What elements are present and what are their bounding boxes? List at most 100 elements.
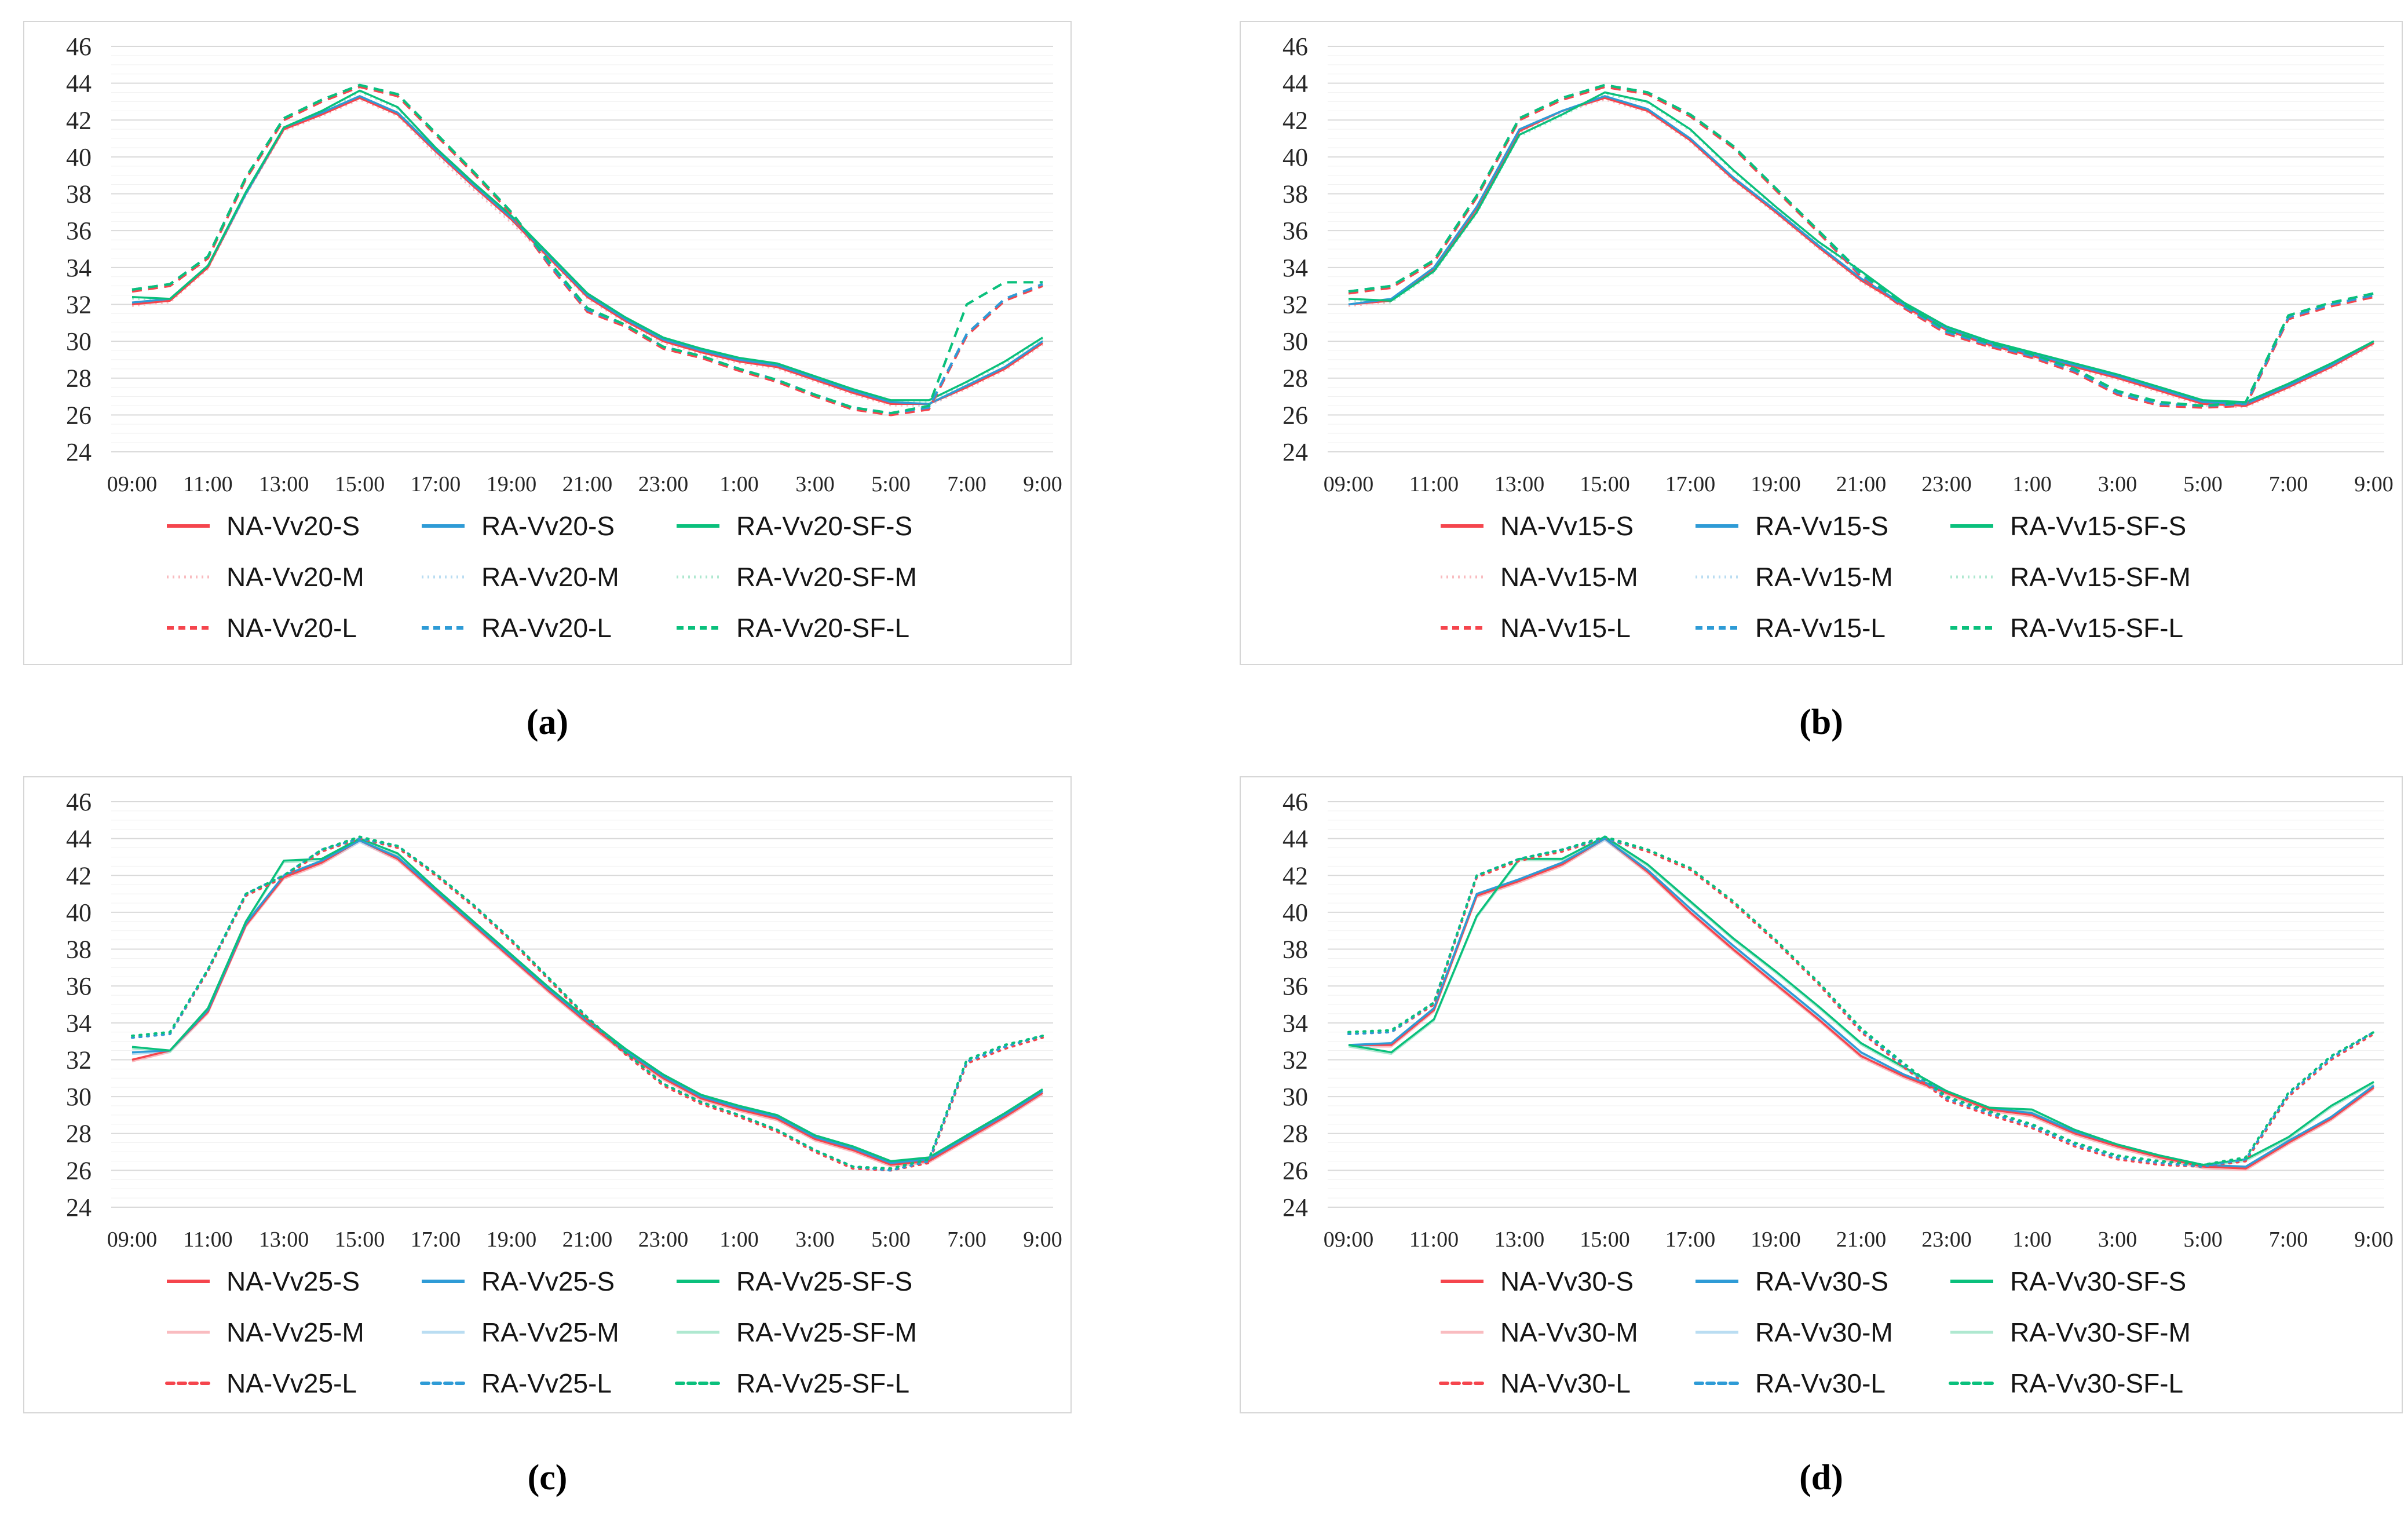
series-line-NA-Vv25-M xyxy=(131,841,1043,1168)
legend-item: NA-Vv30-L xyxy=(1439,1360,1694,1406)
legend-label: NA-Vv20-M xyxy=(226,562,364,592)
series-line-RA-Vv25-SF-M xyxy=(131,839,1043,1164)
legend-item: NA-Vv25-M xyxy=(165,1309,420,1355)
y-axis-tick-label: 30 xyxy=(1282,327,1308,356)
x-axis-tick-label: 1:00 xyxy=(2012,472,2052,496)
legend-item: RA-Vv15-M xyxy=(1694,554,1949,600)
legend-item: RA-Vv25-S xyxy=(420,1258,675,1305)
x-axis-tick-label: 5:00 xyxy=(2183,472,2223,496)
x-axis-tick-label: 21:00 xyxy=(1836,472,1887,496)
legend-item: RA-Vv20-SF-S xyxy=(675,503,930,549)
x-axis-tick-label: 23:00 xyxy=(1921,1227,1972,1252)
legend-label: RA-Vv20-S xyxy=(481,511,615,541)
legend-label: RA-Vv30-SF-M xyxy=(2010,1317,2191,1347)
y-axis-tick-label: 34 xyxy=(66,1009,92,1037)
legend-label: NA-Vv15-L xyxy=(1500,613,1631,643)
x-axis-tick-label: 19:00 xyxy=(487,1227,537,1252)
legend-label: RA-Vv30-S xyxy=(1755,1266,1889,1296)
legend-swatch-m-line xyxy=(1696,1331,1738,1334)
y-axis-tick-label: 46 xyxy=(66,32,92,61)
x-axis-tick-label: 9:00 xyxy=(1023,472,1062,496)
y-axis-tick-label: 26 xyxy=(1282,401,1308,429)
legend-label: RA-Vv25-SF-S xyxy=(736,1266,913,1296)
legend-swatch-l-line xyxy=(675,1382,721,1385)
y-axis-tick-label: 30 xyxy=(66,1083,92,1111)
series-line-RA-Vv15-SF-S xyxy=(1348,91,2374,403)
legend-label: NA-Vv30-M xyxy=(1500,1317,1638,1347)
legend-swatch-s-line xyxy=(1950,1280,1993,1283)
legend-swatch-m-line xyxy=(677,1331,719,1334)
x-axis-tick-label: 1:00 xyxy=(719,1227,759,1252)
y-axis-tick-label: 28 xyxy=(1282,1120,1308,1148)
legend-label: RA-Vv30-SF-L xyxy=(2010,1368,2184,1398)
series-line-NA-Vv25-S xyxy=(131,839,1043,1166)
chart-a-plot-area: 46 44 42 40 38 36 34 32 30 28 26 24 09:00 11:00 13:00 1… xyxy=(66,32,1062,496)
x-axis-tick-label: 15:00 xyxy=(1580,472,1630,496)
legend-swatch-m-line xyxy=(422,575,465,579)
y-axis-tick-label: 44 xyxy=(1282,825,1308,853)
legend-item: RA-Vv15-SF-M xyxy=(1949,554,2204,600)
x-axis-tick-label: 3:00 xyxy=(2098,1227,2137,1252)
caption-c: (c) xyxy=(527,1458,568,1497)
series-line-RA-Vv15-L xyxy=(1348,83,2374,407)
x-axis-tick-label: 09:00 xyxy=(107,472,158,496)
legend-label: RA-Vv20-SF-S xyxy=(736,511,913,541)
x-axis-tick-label: 21:00 xyxy=(562,472,613,496)
x-axis-tick-label: 3:00 xyxy=(795,1227,835,1252)
x-axis-tick-label: 15:00 xyxy=(335,472,385,496)
legend-label: RA-Vv25-SF-M xyxy=(736,1317,917,1347)
legend-label: RA-Vv30-L xyxy=(1755,1368,1886,1398)
y-axis-tick-label: 38 xyxy=(66,936,92,964)
series-line-NA-Vv15-M xyxy=(1348,99,2374,408)
chart-panel-a: 46 44 42 40 38 36 34 32 30 28 26 24 09:00 11:00 13:00 1… xyxy=(23,21,1072,665)
x-axis-tick-label: 11:00 xyxy=(183,472,232,496)
legend-item: NA-Vv15-S xyxy=(1439,503,1694,549)
y-axis-tick-label: 24 xyxy=(1282,438,1308,466)
series-line-NA-Vv20-L xyxy=(131,85,1043,416)
series-line-NA-Vv30-M xyxy=(1349,839,2374,1171)
legend-label: NA-Vv25-M xyxy=(226,1317,364,1347)
x-axis-tick-label: 11:00 xyxy=(183,1227,232,1252)
legend-label: RA-Vv20-SF-M xyxy=(736,562,917,592)
x-axis-tick-label: 17:00 xyxy=(411,472,461,496)
x-axis-tick-label: 5:00 xyxy=(871,472,911,496)
legend-label: RA-Vv15-SF-S xyxy=(2010,511,2187,541)
legend-item: NA-Vv20-L xyxy=(165,605,420,651)
legend-swatch-l-line xyxy=(422,626,465,630)
x-axis-tick-label: 1:00 xyxy=(719,472,759,496)
legend-item: NA-Vv30-S xyxy=(1439,1258,1694,1305)
x-axis-tick-label: 23:00 xyxy=(1921,472,1972,496)
legend-swatch-s-line xyxy=(1696,524,1738,528)
y-axis-tick-label: 30 xyxy=(66,327,92,356)
legend-item: RA-Vv15-L xyxy=(1694,605,1949,651)
y-axis-tick-label: 36 xyxy=(66,972,92,1000)
y-axis-tick-label: 28 xyxy=(1282,364,1308,393)
legend-item: NA-Vv30-M xyxy=(1439,1309,1694,1355)
legend-swatch-l-line xyxy=(1694,1382,1740,1385)
legend-swatch-l-line xyxy=(1696,626,1738,630)
y-axis-tick-label: 44 xyxy=(1282,70,1308,98)
legend-label: NA-Vv20-L xyxy=(226,613,357,643)
x-axis-tick-label: 13:00 xyxy=(259,472,309,496)
legend-item: RA-Vv15-S xyxy=(1694,503,1949,549)
x-axis-tick-label: 21:00 xyxy=(1836,1227,1887,1252)
y-axis-tick-label: 34 xyxy=(1282,254,1308,282)
y-axis-tick-label: 40 xyxy=(66,898,92,927)
legend-swatch-m-line xyxy=(422,1331,465,1334)
legend-item: RA-Vv30-SF-L xyxy=(1949,1360,2204,1406)
legend-swatch-s-line xyxy=(1441,1280,1483,1283)
series-line-NA-Vv30-S xyxy=(1349,837,2375,1170)
y-axis-tick-label: 36 xyxy=(66,217,92,245)
y-axis-tick-label: 24 xyxy=(66,438,92,466)
legend-label: RA-Vv20-M xyxy=(481,562,619,592)
legend-label: NA-Vv30-L xyxy=(1500,1368,1631,1398)
legend-label: NA-Vv25-L xyxy=(226,1368,357,1398)
x-axis-tick-label: 17:00 xyxy=(411,1227,461,1252)
chart-b-legend: NA-Vv15-S RA-Vv15-S RA-Vv15-SF-S NA-Vv15-M R… xyxy=(1241,497,2402,651)
legend-label: NA-Vv25-S xyxy=(226,1266,360,1296)
legend-label: RA-Vv15-L xyxy=(1755,613,1886,643)
legend-label: NA-Vv20-S xyxy=(226,511,360,541)
y-axis-tick-label: 26 xyxy=(66,401,92,429)
y-axis-tick-label: 40 xyxy=(66,143,92,171)
series-line-RA-Vv25-SF-L xyxy=(130,835,1044,1170)
